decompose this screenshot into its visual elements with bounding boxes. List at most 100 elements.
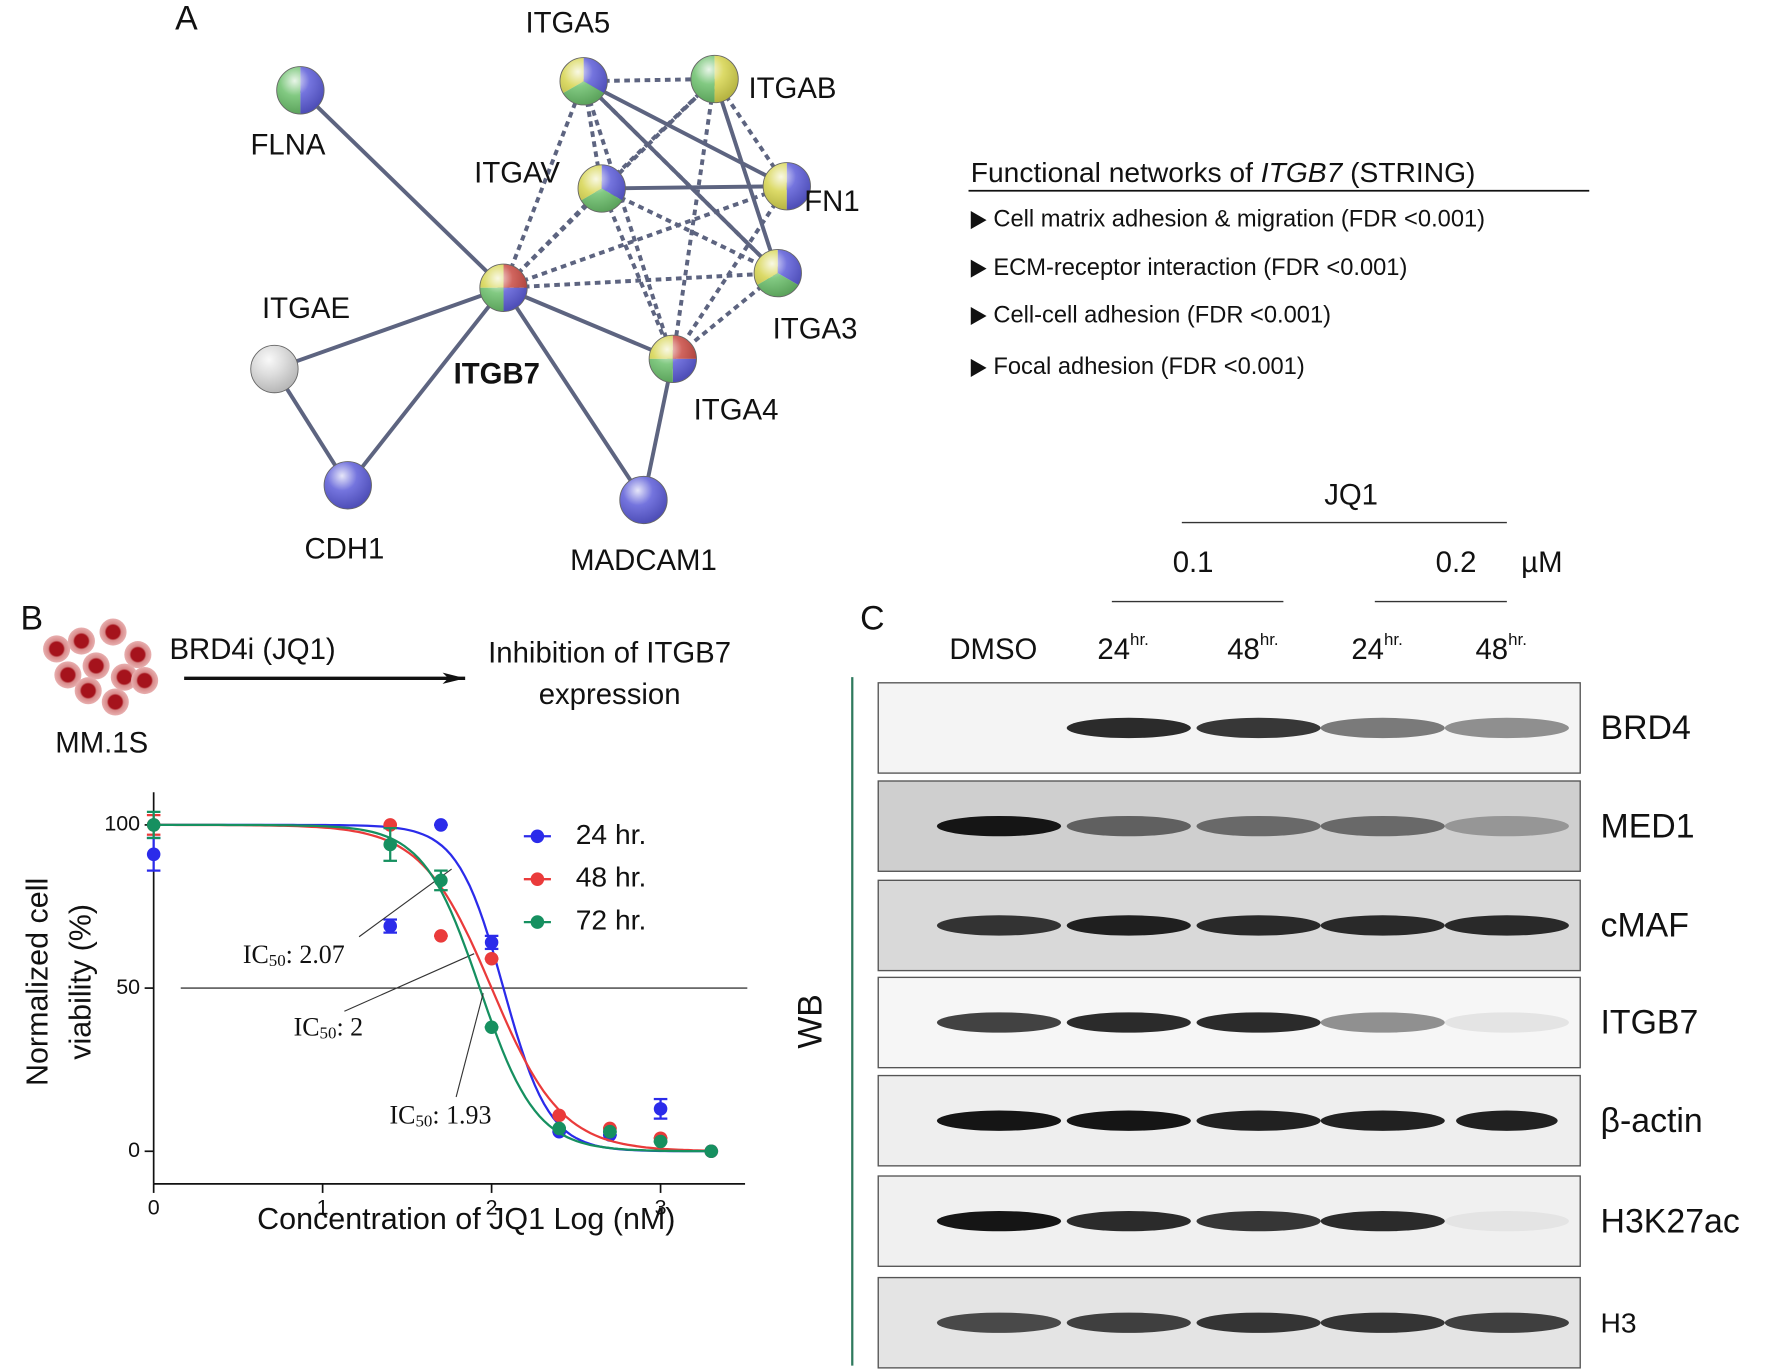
x-tick-label: 3 (655, 1195, 667, 1219)
blot-band (1066, 1312, 1191, 1333)
network-node-label: ITGB7 (454, 358, 540, 391)
network-edge-dashed (502, 77, 716, 290)
network-edge-dashed (581, 80, 675, 360)
network-edge-dashed (671, 185, 789, 360)
network-node-label: ITGAE (262, 292, 350, 325)
data-point (146, 818, 161, 832)
blot-band (1066, 1110, 1191, 1131)
blot-band (936, 1210, 1062, 1232)
y-axis-label: Normalized cell (21, 878, 55, 1086)
ic50-label-part: : 2 (336, 1012, 363, 1041)
blot-band (1320, 815, 1445, 837)
network-edge-dashed (599, 187, 675, 360)
legend-bullet (970, 211, 987, 230)
cell (74, 677, 102, 705)
blot-band (1196, 1312, 1321, 1333)
data-point (383, 919, 397, 933)
blot-band (1320, 717, 1445, 739)
protein-label: H3K27ac (1601, 1202, 1740, 1240)
blot-band (1444, 815, 1569, 837)
blot-band (1444, 717, 1569, 739)
ic50-label-part: 50 (269, 951, 286, 970)
data-point (146, 847, 161, 862)
cell (43, 635, 71, 663)
dose-label: 0.2 (1436, 546, 1477, 579)
cell-line-label: MM.1S (55, 727, 148, 760)
network-edge-dashed (670, 78, 717, 360)
x-tick-label: 2 (486, 1195, 498, 1219)
blot-band (936, 1012, 1062, 1033)
legend-bullet (970, 306, 987, 326)
blot-band (936, 815, 1062, 837)
ic50-label-part: 50 (320, 1023, 337, 1042)
network-node-gloss (276, 66, 325, 115)
ic50-pointer (455, 993, 484, 1098)
lane-label: 24hr. (1097, 630, 1148, 665)
data-point (434, 818, 448, 832)
legend-title-part: ITGB7 (1261, 156, 1344, 188)
network-node-label: FN1 (804, 185, 859, 218)
network-node-label: FLNA (250, 128, 325, 161)
lane-label-main: 24 (1097, 633, 1130, 666)
ic50-label: IC50: 1.93 (390, 1100, 492, 1130)
data-point (552, 1108, 566, 1123)
network-node-label: CDH1 (304, 533, 384, 566)
lane-label-main: DMSO (949, 633, 1037, 666)
blot-band (1320, 1012, 1445, 1033)
legend-label: 48 hr. (576, 861, 647, 893)
ic50-label-part: : 1.93 (432, 1100, 491, 1129)
data-point (434, 929, 448, 943)
blot-band (1444, 1210, 1569, 1232)
treatment-header: JQ1 (1324, 478, 1378, 511)
y-axis-label: viability (%) (64, 904, 98, 1060)
legend-title-part: (STRING) (1342, 156, 1475, 188)
blot-band (1444, 1312, 1569, 1333)
cell (124, 641, 152, 669)
blot-band (1320, 1110, 1445, 1131)
network-edge-dashed (502, 184, 788, 290)
lane-label-superscript: hr. (1508, 630, 1527, 649)
data-point (704, 1144, 719, 1159)
data-point (484, 951, 499, 966)
outcome-label: expression (539, 678, 681, 711)
protein-label: ITGB7 (1601, 1004, 1699, 1042)
network-edge (346, 286, 506, 487)
cell (54, 661, 82, 689)
network-node-gloss (762, 162, 811, 211)
blot-band (1444, 915, 1569, 936)
legend-bullet (970, 259, 987, 278)
legend-item: Cell-cell adhesion (FDR <0.001) (993, 302, 1331, 328)
panel-label: C (860, 600, 884, 638)
network-node-gloss (250, 344, 299, 394)
cell (101, 688, 129, 716)
blot-band (1066, 1012, 1191, 1033)
protein-label: MED1 (1601, 807, 1695, 845)
method-label: WB (792, 994, 830, 1049)
network-node-label: ITGAV (474, 157, 560, 190)
ic50-label-part: : 2.07 (286, 940, 345, 969)
cell (99, 618, 127, 646)
blot-band (1196, 717, 1321, 739)
legend-item: ECM-receptor interaction (FDR <0.001) (993, 255, 1407, 281)
blot-band (1456, 1110, 1558, 1131)
ic50-label-part: IC (390, 1100, 416, 1129)
network-node-gloss (648, 334, 697, 384)
data-point (434, 873, 448, 888)
cell (131, 667, 159, 695)
lane-label: 48hr. (1476, 630, 1527, 665)
network-node-gloss (619, 475, 668, 525)
blot-band (1066, 717, 1191, 739)
dose-label: 0.1 (1173, 546, 1214, 579)
cell (67, 627, 95, 655)
network-edge (273, 285, 505, 371)
network-edge-dashed (503, 271, 778, 290)
blot-band (1066, 1210, 1191, 1232)
legend-title: Functional networks of ITGB7 (STRING) (971, 156, 1476, 188)
x-tick-label: 1 (317, 1195, 329, 1219)
lane-label-main: 48 (1227, 633, 1260, 666)
data-point (603, 1124, 617, 1139)
data-point (484, 1020, 499, 1035)
blot-band (1196, 915, 1321, 936)
lane-label-main: 48 (1476, 633, 1509, 666)
